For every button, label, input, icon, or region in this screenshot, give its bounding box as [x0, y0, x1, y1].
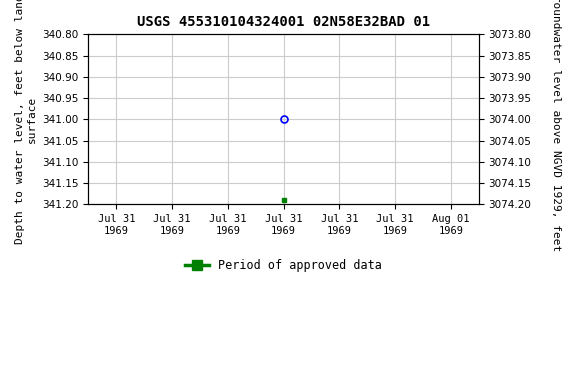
Title: USGS 455310104324001 02N58E32BAD 01: USGS 455310104324001 02N58E32BAD 01 [137, 15, 430, 29]
Legend: Period of approved data: Period of approved data [180, 254, 387, 276]
Y-axis label: Groundwater level above NGVD 1929, feet: Groundwater level above NGVD 1929, feet [551, 0, 561, 251]
Y-axis label: Depth to water level, feet below land
surface: Depth to water level, feet below land su… [15, 0, 37, 244]
